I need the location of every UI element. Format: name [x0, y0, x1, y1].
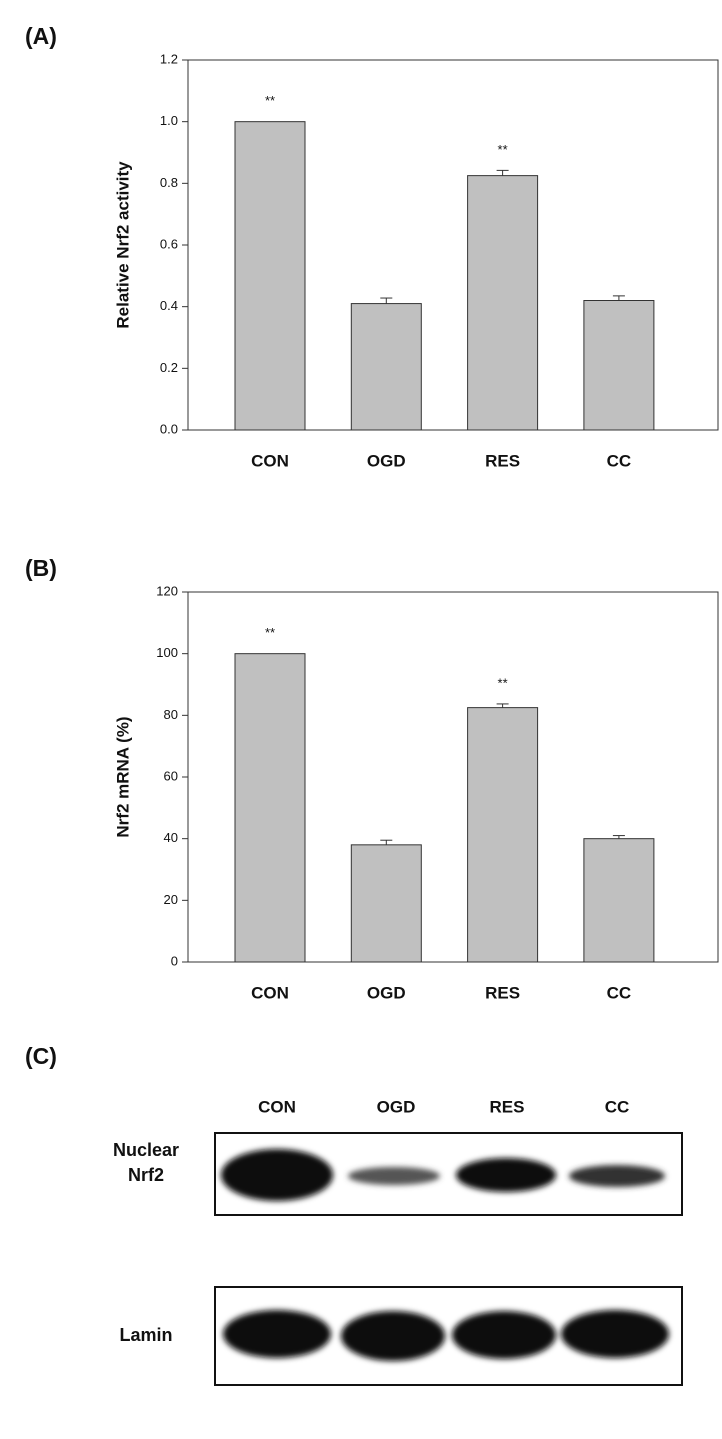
y-tick-label: 1.2 — [160, 51, 178, 66]
row-label: Nuclear Nrf2 — [112, 1140, 180, 1185]
x-tick-label: CON — [251, 983, 289, 1002]
row-label: Lamin — [119, 1325, 173, 1345]
bar — [350, 303, 422, 431]
bar — [350, 844, 422, 963]
lane-label: CON — [258, 1097, 296, 1116]
bar — [583, 838, 655, 963]
lane-label: RES — [490, 1097, 525, 1116]
y-tick-label: 80 — [164, 707, 178, 722]
bar — [234, 653, 306, 963]
y-tick-label: 0.6 — [160, 236, 178, 251]
panel-label: (B) — [25, 555, 57, 581]
x-tick-label: OGD — [367, 983, 406, 1002]
bar — [583, 300, 655, 431]
y-tick-label: 120 — [156, 583, 178, 598]
panel-label: (A) — [25, 23, 57, 49]
y-tick-label: 100 — [156, 645, 178, 660]
y-tick-label: 60 — [164, 768, 178, 783]
blot-bands — [221, 1149, 665, 1201]
blot-bands — [223, 1310, 669, 1361]
bar — [234, 121, 306, 431]
lane-label: CC — [605, 1097, 630, 1116]
annotation: ** — [265, 93, 275, 108]
bar — [467, 707, 539, 963]
y-tick-label: 0.4 — [160, 298, 178, 313]
x-tick-label: RES — [485, 983, 520, 1002]
y-tick-label: 1.0 — [160, 113, 178, 128]
annotation: ** — [498, 142, 508, 157]
y-tick-label: 0.0 — [160, 421, 178, 436]
y-tick-label: 20 — [164, 892, 178, 907]
y-tick-label: 0 — [171, 953, 178, 968]
lane-label: OGD — [377, 1097, 416, 1116]
annotation: ** — [265, 625, 275, 640]
y-tick-label: 0.8 — [160, 175, 178, 190]
y-tick-label: 40 — [164, 830, 178, 845]
panel-label: (C) — [25, 1043, 57, 1069]
x-tick-label: OGD — [367, 451, 406, 470]
y-axis-title: Relative Nrf2 activity — [113, 161, 132, 329]
x-tick-label: CC — [607, 983, 632, 1002]
y-tick-label: 0.2 — [160, 360, 178, 375]
bar — [467, 175, 539, 431]
x-tick-label: CON — [251, 451, 289, 470]
annotation: ** — [498, 675, 508, 690]
y-axis-title: Nrf2 mRNA (%) — [113, 716, 132, 837]
x-tick-label: CC — [607, 451, 632, 470]
x-tick-label: RES — [485, 451, 520, 470]
